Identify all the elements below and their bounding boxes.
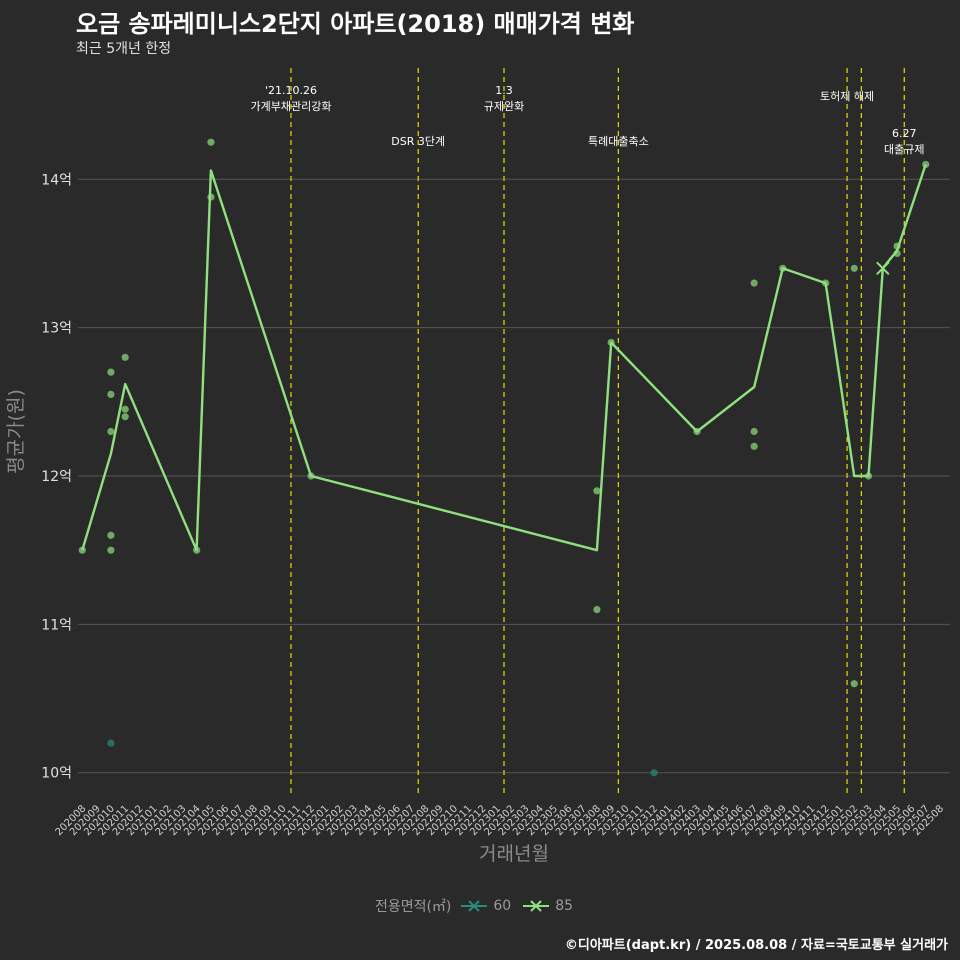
data-point-85 (121, 405, 129, 413)
event-label: 토허제 해제 (820, 89, 874, 103)
data-point-85 (750, 279, 758, 287)
event-label: 규제완화 (484, 100, 524, 113)
data-point-85 (893, 242, 901, 250)
y-tick-label: 12억 (41, 469, 72, 485)
x-axis-title: 거래년월 (479, 843, 549, 865)
data-point-85 (207, 138, 215, 146)
event-label: '21.10.26 (265, 84, 317, 97)
y-tick-label: 13억 (41, 321, 72, 337)
legend-item-85: 85 (523, 898, 573, 914)
legend-cross-60-icon (461, 900, 488, 912)
data-point-85 (779, 264, 787, 272)
y-axis-title: 평균가(원) (5, 389, 27, 474)
data-point-85 (864, 472, 873, 480)
data-point-85 (822, 279, 830, 287)
data-point-85 (78, 546, 86, 554)
event-label: 6.27 (892, 127, 917, 140)
legend-label-60: 60 (493, 898, 512, 914)
data-point-85 (693, 427, 701, 436)
data-point-85 (121, 353, 129, 361)
data-point-85 (107, 531, 115, 539)
data-point-85 (307, 472, 315, 480)
data-point-85 (107, 390, 115, 399)
event-label: 특례대출축소 (588, 135, 649, 148)
data-point-85 (193, 546, 201, 554)
data-point-85 (922, 160, 930, 169)
data-point-85 (593, 605, 601, 614)
data-point-85 (207, 193, 215, 201)
event-label: 가계부채관리강화 (251, 100, 332, 113)
data-point-60 (107, 739, 115, 747)
event-label: 1.3 (495, 84, 513, 97)
data-point-85 (593, 487, 601, 495)
legend-cross-85-icon (523, 900, 550, 912)
y-tick-label: 14억 (41, 172, 72, 188)
chart-title: 오금 송파레미니스2단지 아파트(2018) 매매가격 변화 (76, 10, 635, 38)
data-point-85 (893, 249, 901, 258)
event-label: 대출규제 (884, 143, 924, 156)
cross-marker-85 (876, 261, 890, 276)
data-point-85 (607, 338, 615, 347)
y-tick-label: 11억 (41, 617, 72, 633)
y-tick-label: 10억 (41, 766, 72, 782)
legend-title: 전용면적(㎡) (374, 899, 452, 915)
data-point-85 (750, 442, 758, 450)
legend-item-60: 60 (461, 898, 511, 914)
chart-subtitle: 최근 5개년 한정 (76, 41, 172, 57)
event-label: DSR 3단계 (391, 135, 445, 148)
data-point-85 (107, 427, 115, 436)
data-point-85 (107, 546, 115, 554)
data-point-85 (750, 427, 758, 436)
data-point-85 (121, 413, 129, 421)
legend-label-85: 85 (555, 898, 574, 914)
data-point-85 (107, 368, 115, 376)
legend: 전용면적(㎡) 60 85 (0, 896, 960, 916)
data-point-85 (850, 264, 858, 272)
data-point-60 (650, 769, 658, 777)
data-point-85 (850, 680, 858, 688)
source-caption: ©디아파트(dapt.kr) / 2025.08.08 / 자료=국토교통부 실… (564, 938, 948, 953)
